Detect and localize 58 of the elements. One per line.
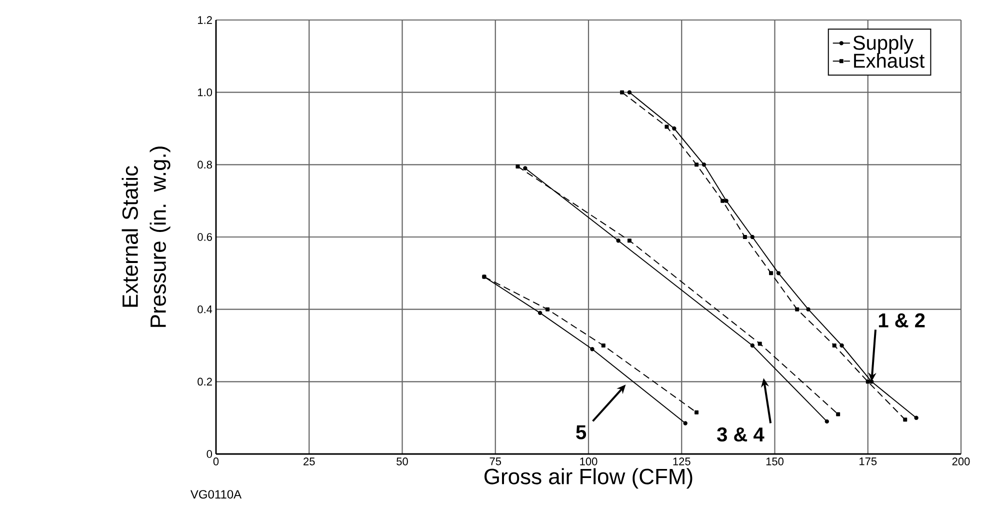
point: [616, 238, 620, 243]
legend-label: Exhaust: [854, 53, 925, 68]
point: [914, 416, 918, 420]
x-tick-label: 175: [860, 458, 877, 466]
point: [750, 343, 755, 348]
y-tick-label: 0.4: [198, 305, 212, 314]
point: [702, 162, 706, 167]
point: [903, 418, 908, 422]
point: [742, 234, 747, 239]
point: [795, 307, 800, 312]
x-tick-label: 0: [213, 458, 219, 466]
x-tick-label: 200: [952, 458, 970, 466]
point: [516, 164, 520, 168]
point: [776, 271, 781, 276]
point: [870, 380, 874, 384]
point: [769, 271, 774, 276]
text: VG0110A: [190, 490, 242, 499]
point: [750, 234, 755, 240]
x-tick-label: 75: [490, 458, 502, 466]
point: [694, 410, 699, 414]
x-axis-title: Gross air Flow (CFM): [484, 468, 692, 489]
y-tick-label: 0: [206, 450, 212, 458]
x-tick-label: 100: [580, 458, 598, 466]
point: [590, 347, 594, 352]
point: [806, 307, 810, 312]
point: [627, 90, 632, 94]
y-tick-label: 1.2: [198, 16, 212, 24]
point: [836, 412, 840, 416]
legend-label: Supply: [853, 35, 914, 54]
point: [866, 380, 870, 384]
x-tick-label: 25: [304, 458, 315, 466]
point: [546, 307, 550, 312]
point: [832, 344, 836, 348]
y-tick-label: 0.8: [198, 160, 212, 169]
y-tick-label: 0.6: [198, 233, 212, 241]
annotation: 1 & 2: [878, 313, 925, 328]
point: [720, 198, 725, 203]
point: [840, 343, 844, 348]
annotation: 5: [576, 425, 586, 440]
point: [664, 124, 669, 129]
point: [694, 162, 699, 167]
point: [523, 166, 528, 170]
point: [538, 310, 542, 316]
point: [627, 238, 632, 243]
y-tick-label: 1.0: [198, 88, 212, 96]
point: [672, 126, 676, 131]
point: [683, 421, 688, 426]
point: [724, 198, 728, 203]
point: [758, 342, 762, 346]
point: [620, 90, 624, 94]
y-tick-label: 0.2: [198, 378, 212, 386]
annotation: 3 & 4: [717, 427, 764, 442]
point: [824, 419, 830, 424]
x-tick-label: 125: [673, 458, 690, 466]
x-tick-label: 150: [766, 458, 784, 466]
x-tick-label: 50: [396, 458, 408, 466]
point: [601, 344, 606, 348]
y-axis-title: External Static Pressure (in. w.g.): [122, 146, 170, 327]
